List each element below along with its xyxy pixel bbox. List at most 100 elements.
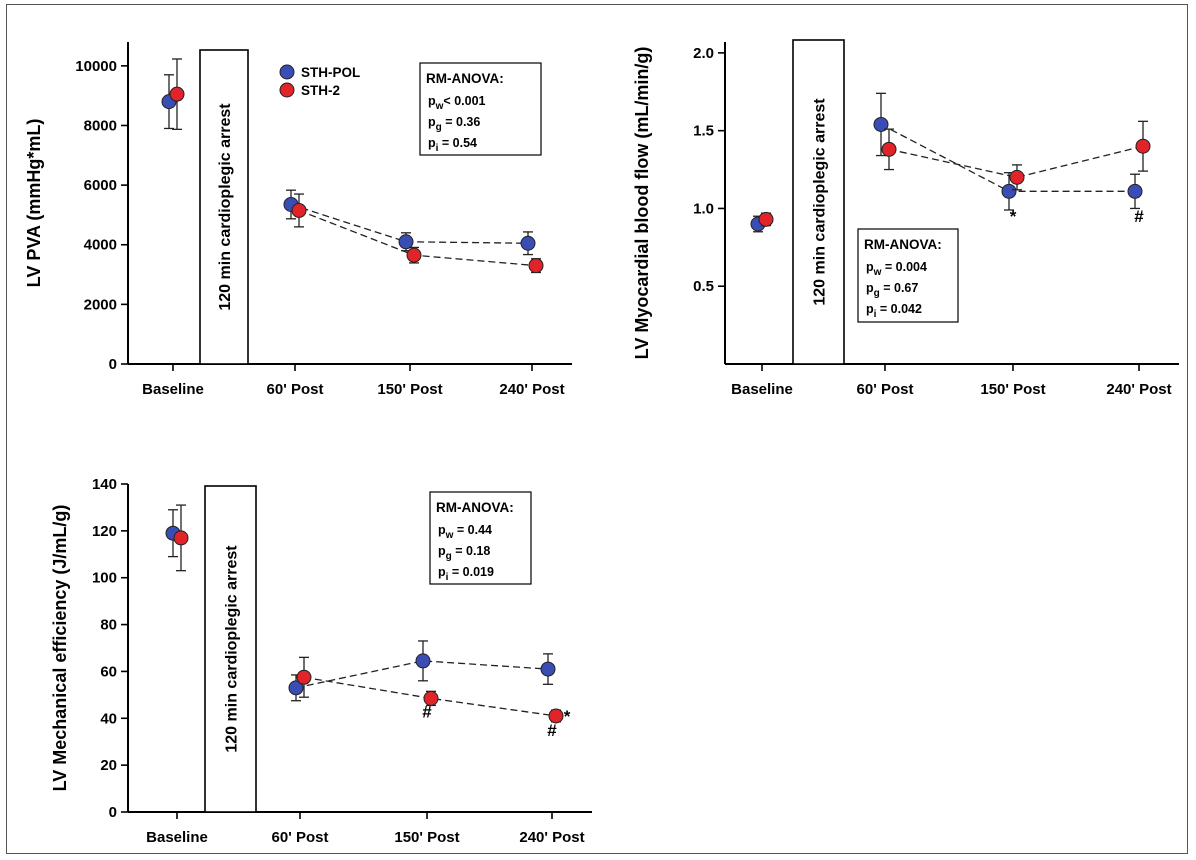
rm-anova-title: RM-ANOVA: (864, 237, 942, 252)
figure-frame (6, 4, 1188, 854)
rm-anova-text: = 0.042 (876, 302, 922, 316)
legend-marker (279, 64, 295, 80)
rm-anova-text: = 0.18 (452, 544, 491, 558)
cardioplegic-arrest-label: 120 min cardioplegic arrest (812, 98, 829, 306)
data-point-sth-pol (415, 653, 431, 669)
y-axis-label: LV Mechanical efficiency (J/mL/g) (50, 505, 70, 792)
y-tick-label: 60 (100, 663, 117, 680)
significance-marker: # (547, 721, 557, 740)
y-tick-label: 0 (109, 804, 117, 821)
data-point-sth-pol (873, 116, 889, 132)
rm-anova-title: RM-ANOVA: (426, 71, 504, 86)
rm-anova-box (857, 228, 959, 323)
x-tick-label: 150' Post (377, 381, 442, 398)
y-tick-label: 1.0 (693, 200, 714, 217)
data-point-sth-2 (173, 530, 189, 546)
y-tick-label: 20 (100, 757, 117, 774)
data-point-sth-2 (169, 86, 185, 102)
y-tick-label: 120 (92, 523, 117, 540)
rm-anova-row: pw = 0.44 (438, 523, 492, 541)
data-point-sth-2 (528, 258, 544, 274)
data-point-sth-pol (288, 680, 304, 696)
significance-marker: * (564, 707, 571, 726)
significance-marker: * (1010, 207, 1017, 226)
x-tick-label: 60' Post (272, 829, 329, 846)
significance-marker: # (1134, 207, 1144, 226)
rm-anova-text: = 0.44 (453, 523, 492, 537)
y-axis-label: LV Myocardial blood flow (mL/min/g) (632, 47, 652, 360)
rm-anova-text: = 0.004 (881, 260, 927, 274)
x-tick-label: Baseline (146, 829, 208, 846)
y-tick-label: 6000 (84, 177, 117, 194)
y-axis-label: LV PVA (mmHg*mL) (24, 119, 44, 288)
rm-anova-subscript: w (435, 101, 444, 112)
panel-lv-mechanical-efficiency: 0 20 40 60 80 100 120 140 Baseline 60' Post 150' P… (50, 476, 592, 846)
rm-anova-row: pg = 0.67 (866, 281, 918, 299)
data-point-sth-pol (520, 235, 536, 251)
rm-anova-text: p (866, 302, 874, 316)
data-point-sth-2 (291, 202, 307, 218)
series-line-sth-2 (303, 676, 557, 717)
rm-anova-text: = 0.36 (442, 115, 481, 129)
y-tick-label: 100 (92, 570, 117, 587)
rm-anova-text: = 0.54 (438, 136, 477, 150)
y-tick-label: 2000 (84, 296, 117, 313)
data-point-sth-2 (758, 211, 774, 227)
y-tick-label: 1.5 (693, 123, 714, 140)
data-point-sth-2 (406, 247, 422, 263)
y-tick-label: 40 (100, 710, 117, 727)
rm-anova-row: pg = 0.18 (438, 544, 490, 562)
rm-anova-row: pi = 0.019 (438, 565, 494, 583)
rm-anova-subscript: w (873, 267, 882, 278)
rm-anova-text: < 0.001 (443, 94, 485, 108)
rm-anova-text: p (438, 565, 446, 579)
series-line-sth-pol (290, 203, 529, 244)
panel-lv-pva: 0 2000 4000 6000 8000 10000 Baseline 60' Post 15… (24, 42, 572, 398)
series-line-sth-pol (295, 660, 549, 689)
rm-anova-subscript: i (446, 572, 449, 583)
rm-anova-text: p (428, 94, 436, 108)
data-point-sth-2 (548, 708, 564, 724)
y-tick-label: 2.0 (693, 45, 714, 62)
rm-anova-box (419, 62, 542, 156)
rm-anova-row: pi = 0.042 (866, 302, 922, 320)
cardioplegic-arrest-box (204, 485, 257, 813)
rm-anova-subscript: g (446, 551, 452, 562)
rm-anova-title: RM-ANOVA: (436, 500, 514, 515)
cardioplegic-arrest-label: 120 min cardioplegic arrest (224, 545, 241, 753)
rm-anova-text: = 0.019 (448, 565, 494, 579)
rm-anova-row: pg = 0.36 (428, 115, 480, 133)
rm-anova-row: pi = 0.54 (428, 136, 477, 154)
legend-marker (279, 82, 295, 98)
cardioplegic-arrest-label: 120 min cardioplegic arrest (217, 103, 234, 311)
cardioplegic-arrest-box (792, 39, 845, 365)
x-tick-label: 240' Post (519, 829, 584, 846)
y-tick-label: 0 (109, 356, 117, 373)
data-point-sth-pol (540, 661, 556, 677)
x-tick-label: Baseline (731, 381, 793, 398)
data-point-sth-pol (1127, 183, 1143, 199)
rm-anova-subscript: w (445, 530, 454, 541)
panel-lv-myocardial-blood-flow: 0.5 1.0 1.5 2.0 Baseline 60' Post 150' Post 240… (632, 39, 1179, 398)
y-tick-label: 80 (100, 617, 117, 634)
data-point-sth-pol (398, 234, 414, 250)
data-point-sth-2 (1135, 138, 1151, 154)
rm-anova-text: p (438, 523, 446, 537)
data-point-sth-pol (1001, 183, 1017, 199)
rm-anova-text: p (866, 260, 874, 274)
rm-anova-text: p (428, 136, 436, 150)
x-tick-label: Baseline (142, 381, 204, 398)
data-point-sth-2 (423, 690, 439, 706)
data-point-sth-2 (881, 141, 897, 157)
rm-anova-subscript: g (874, 288, 880, 299)
rm-anova-subscript: g (436, 122, 442, 133)
cardioplegic-arrest-box (199, 49, 249, 365)
rm-anova-row: pw = 0.004 (866, 260, 927, 278)
x-tick-label: 240' Post (1106, 381, 1171, 398)
data-point-sth-2 (296, 669, 312, 685)
y-tick-label: 4000 (84, 237, 117, 254)
x-tick-label: 60' Post (267, 381, 324, 398)
legend-label: STH-POL (301, 65, 360, 80)
data-point-sth-2 (1009, 169, 1025, 185)
